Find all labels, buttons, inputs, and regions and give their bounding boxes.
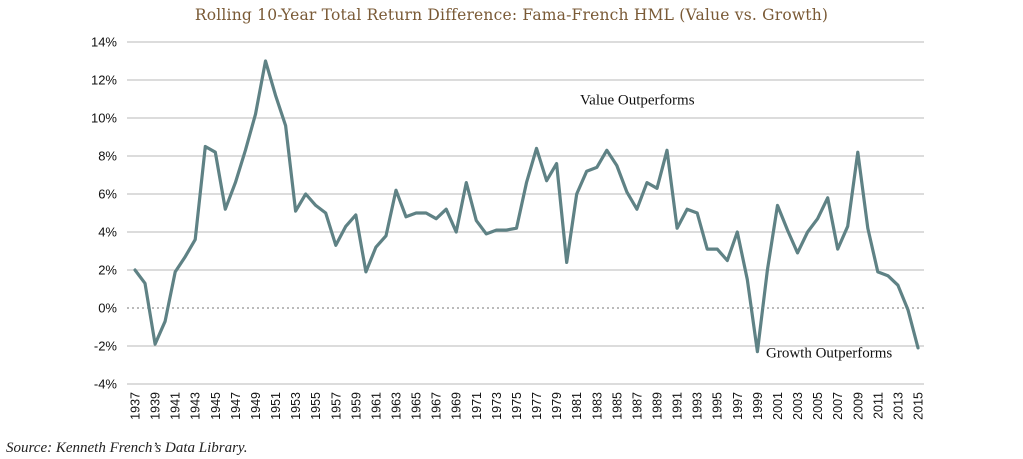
y-tick-label: 10% (91, 111, 117, 126)
x-tick-label: 1991 (671, 392, 685, 420)
x-tick-label: 1973 (490, 392, 504, 420)
x-tick-label: 1983 (590, 392, 604, 420)
x-tick-label: 1961 (369, 392, 383, 420)
x-tick-label: 1989 (651, 392, 665, 420)
y-tick-label: 0% (98, 301, 117, 316)
x-tick-label: 1987 (630, 392, 644, 420)
y-tick-label: -4% (94, 377, 118, 392)
x-tick-label: 2007 (831, 392, 845, 420)
x-tick-label: 1997 (731, 392, 745, 420)
x-tick-label: 1971 (470, 392, 484, 420)
x-tick-label: 1985 (610, 392, 624, 420)
x-tick-label: 1965 (410, 392, 424, 420)
annotation-growth-outperforms: Growth Outperforms (766, 345, 892, 361)
x-tick-label: 2015 (912, 392, 926, 420)
annotation-value-outperforms: Value Outperforms (580, 93, 695, 109)
y-tick-label: 2% (98, 263, 117, 278)
x-tick-label: 1945 (209, 392, 223, 420)
x-tick-label: 1937 (129, 392, 143, 420)
x-tick-label: 1995 (711, 392, 725, 420)
x-tick-label: 2001 (771, 392, 785, 420)
y-tick-label: 4% (98, 225, 117, 240)
x-tick-label: 2013 (891, 392, 905, 420)
y-tick-label: 6% (98, 187, 117, 202)
series-line (133, 59, 920, 354)
x-tick-label: 1957 (329, 392, 343, 420)
x-tick-label: 1949 (249, 392, 263, 420)
x-tick-label: 1967 (430, 392, 444, 420)
y-tick-label: 8% (98, 149, 117, 164)
x-tick-label: 1981 (570, 392, 584, 420)
x-tick-label: 1993 (691, 392, 705, 420)
source-note: Source: Kenneth French’s Data Library. (6, 440, 248, 456)
x-tick-label: 2011 (871, 392, 885, 419)
y-tick-label: 12% (91, 73, 117, 88)
x-tick-label: 1959 (349, 392, 363, 420)
x-tick-label: 1947 (229, 392, 243, 420)
x-axis-ticks: 1937 1939 1941 1943 1945 1947 1949 1951 1953 1955… (129, 392, 926, 420)
y-axis-ticks: 14% 12% 10% 8% 6% 4% 2% 0% -2% -4% (91, 35, 117, 392)
x-tick-label: 1939 (149, 392, 163, 420)
x-tick-label: 2009 (851, 392, 865, 420)
x-tick-label: 1975 (510, 392, 524, 420)
x-tick-label: 1953 (289, 392, 303, 420)
series-group (133, 59, 920, 354)
x-tick-label: 1999 (751, 392, 765, 420)
chart-title: Rolling 10-Year Total Return Difference:… (194, 6, 829, 24)
gridlines (127, 41, 924, 385)
x-tick-label: 1979 (550, 392, 564, 420)
x-tick-label: 2003 (791, 392, 805, 420)
x-tick-label: 1943 (189, 392, 203, 420)
y-tick-label: -2% (94, 339, 118, 354)
x-tick-label: 1963 (390, 392, 404, 420)
x-tick-label: 2005 (811, 392, 825, 420)
x-tick-label: 1977 (530, 392, 544, 420)
x-tick-label: 1951 (269, 392, 283, 420)
x-tick-label: 1969 (450, 392, 464, 420)
x-tick-label: 1955 (309, 392, 323, 420)
y-tick-label: 14% (91, 35, 117, 50)
x-tick-label: 1941 (169, 392, 183, 420)
